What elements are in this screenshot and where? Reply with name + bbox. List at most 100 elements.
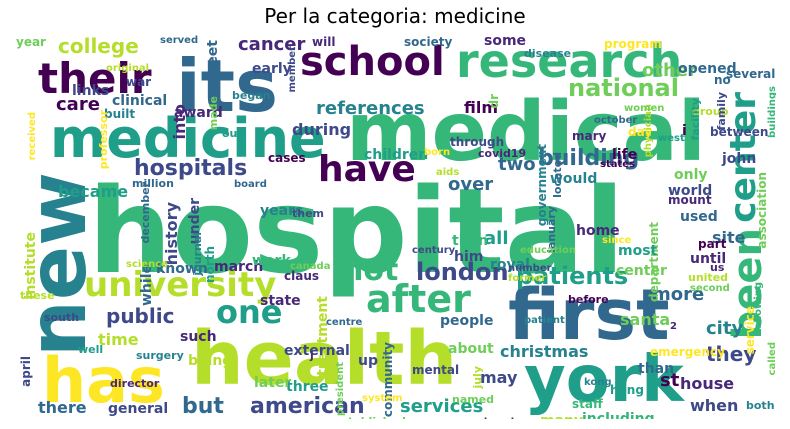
cloud-word: states <box>600 159 635 170</box>
cloud-word: mary <box>572 129 607 143</box>
cloud-word: mental <box>412 363 460 377</box>
cloud-word: emergency <box>650 345 725 359</box>
cloud-word: including <box>582 411 655 419</box>
cloud-word: day <box>628 125 653 139</box>
cloud-word: cases <box>268 151 306 165</box>
cloud-word: before <box>568 293 609 306</box>
cloud-word: made <box>207 96 220 131</box>
cloud-word: april <box>19 356 33 387</box>
cloud-word: their <box>38 54 152 103</box>
cloud-word: health <box>191 316 458 402</box>
cloud-word: surgery <box>136 349 184 362</box>
cloud-word: until <box>690 251 727 267</box>
cloud-word: centre <box>326 317 363 328</box>
cloud-word: not <box>342 253 399 288</box>
cloud-word: called <box>767 342 776 376</box>
cloud-word: history <box>162 202 181 266</box>
cloud-word: century <box>412 245 456 256</box>
cloud-word: number <box>508 263 552 274</box>
cloud-word: other <box>642 60 697 81</box>
cloud-word: when <box>690 396 739 415</box>
cloud-word: out <box>222 127 243 140</box>
cloud-word: school <box>300 39 445 85</box>
cloud-word: community <box>381 342 395 418</box>
cloud-word: first <box>508 274 670 356</box>
cloud-word: former <box>508 273 547 284</box>
cloud-word: south <box>44 311 80 324</box>
cloud-word: following <box>753 282 764 334</box>
cloud-word: santa <box>620 310 671 329</box>
cloud-word: received <box>27 112 38 161</box>
cloud-word: city <box>706 318 744 339</box>
cloud-word: but <box>182 394 224 419</box>
cloud-word: became <box>58 182 129 201</box>
cloud-word: established <box>334 416 406 419</box>
cloud-word: house <box>680 374 735 393</box>
cloud-word: second <box>690 283 730 294</box>
cloud-word: while <box>139 264 155 306</box>
cloud-word: being <box>188 353 233 369</box>
cloud-word: disease <box>524 47 572 60</box>
cloud-word: treatment <box>315 296 331 376</box>
cloud-word: all <box>484 228 509 249</box>
cloud-word: i <box>682 123 687 139</box>
chart-title: Per la categoria: medicine <box>264 4 526 28</box>
cloud-word: journal <box>191 232 204 276</box>
cloud-word: government <box>535 144 549 227</box>
cloud-word: two <box>498 154 536 175</box>
cloud-word: world <box>668 183 713 199</box>
cloud-word: years <box>260 203 304 219</box>
cloud-word: group <box>692 105 729 118</box>
cloud-word: may <box>480 368 518 387</box>
cloud-word: aids <box>436 167 460 178</box>
cloud-word: built <box>104 107 136 121</box>
cloud-word: mount <box>668 193 712 207</box>
cloud-word: university <box>84 265 277 305</box>
cloud-word: children <box>364 147 429 163</box>
cloud-word: december <box>139 182 152 244</box>
cloud-word: early <box>252 61 292 77</box>
cloud-word: program <box>604 37 662 51</box>
cloud-word: general <box>108 401 169 417</box>
word-cloud: hospital medical new health medicine its… <box>16 32 776 419</box>
cloud-word: three <box>286 379 329 395</box>
cloud-word: family <box>715 92 728 131</box>
cloud-word: research <box>456 34 683 88</box>
cloud-word: education <box>520 245 576 256</box>
cloud-word: no <box>714 73 731 87</box>
cloud-word: used <box>680 209 718 225</box>
cloud-word: member <box>287 46 298 93</box>
cloud-word: more <box>652 284 705 305</box>
cloud-word: royal <box>490 257 530 273</box>
cloud-word: canada <box>290 261 331 272</box>
cloud-word: system <box>362 393 403 404</box>
cloud-word: buildings <box>767 86 776 138</box>
cloud-word: kong <box>584 377 612 388</box>
cloud-word: closed <box>478 418 514 420</box>
cloud-word: links <box>72 83 110 99</box>
cloud-word: such <box>180 329 217 345</box>
cloud-word: both <box>746 399 775 412</box>
cloud-word: original <box>106 63 150 74</box>
cloud-word: dr <box>487 94 501 109</box>
cloud-word: some <box>484 33 527 49</box>
cloud-word: up <box>358 353 378 369</box>
cloud-word: department <box>647 222 661 302</box>
cloud-word: named <box>452 393 495 406</box>
cloud-word: college <box>58 34 139 58</box>
cloud-word: known <box>156 261 208 277</box>
cloud-word: time <box>98 330 139 349</box>
cloud-word: director <box>110 377 160 390</box>
cloud-word: hong <box>610 383 644 397</box>
cloud-word: through <box>450 135 505 149</box>
cloud-word: march <box>214 259 264 275</box>
cloud-word: life <box>612 147 638 163</box>
cloud-word: will <box>312 35 336 49</box>
cloud-word: cancer <box>238 34 306 55</box>
cloud-word: services <box>400 396 484 417</box>
cloud-word: several <box>726 67 776 81</box>
cloud-word: building <box>538 146 640 171</box>
cloud-word: medical <box>346 85 706 180</box>
cloud-word: him <box>454 249 484 265</box>
cloud-word: has <box>42 344 165 417</box>
